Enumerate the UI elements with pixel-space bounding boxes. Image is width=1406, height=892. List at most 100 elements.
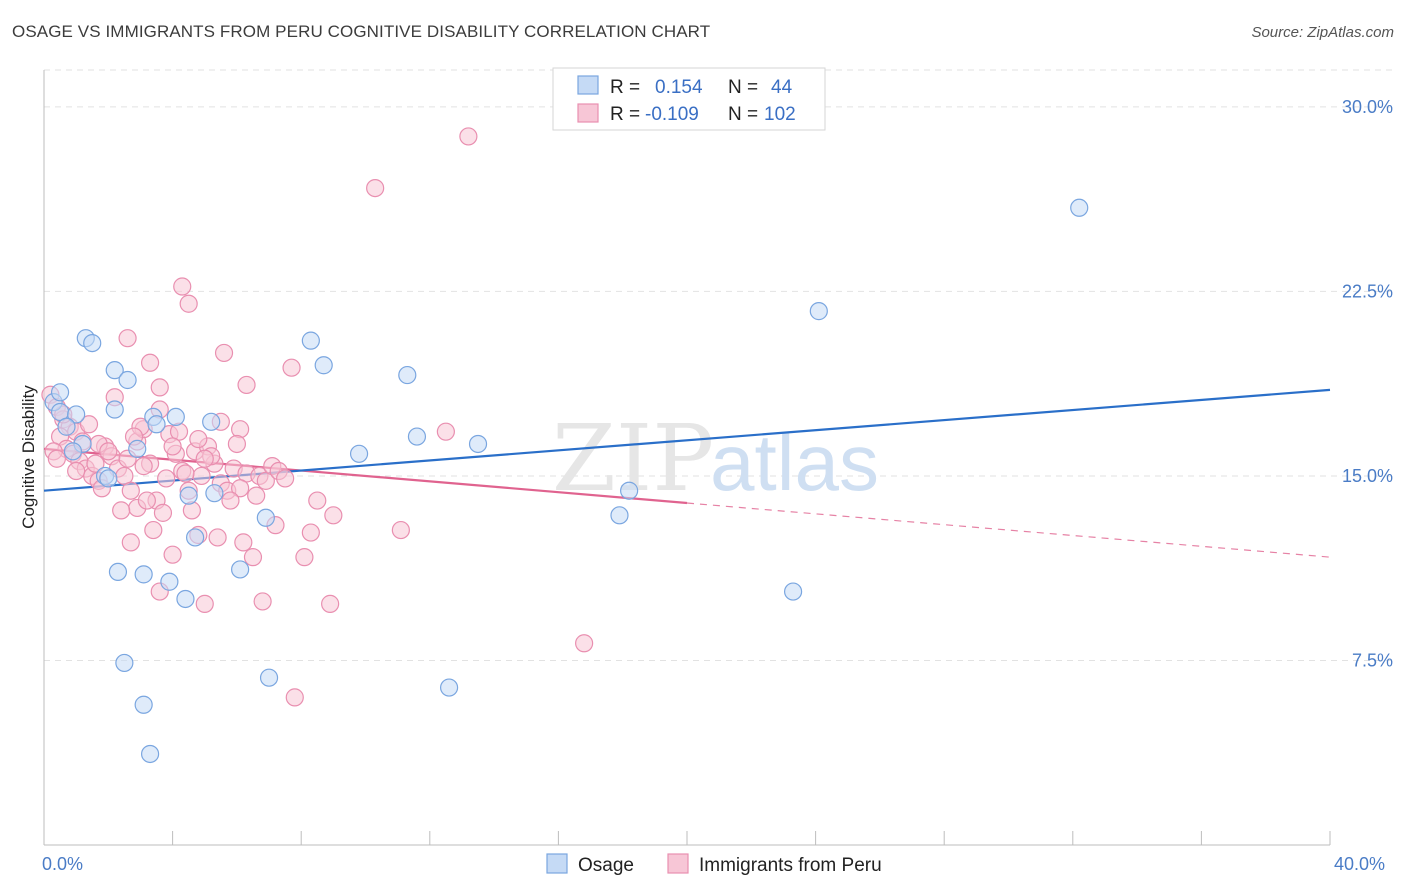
peru-point-52 bbox=[179, 294, 198, 313]
osage-point-23 bbox=[349, 444, 369, 463]
osage-point-35 bbox=[176, 589, 195, 609]
osage-point-27 bbox=[610, 506, 629, 525]
legend-n-label-peru: N = bbox=[728, 104, 758, 125]
osage-point-17 bbox=[202, 412, 221, 431]
bottom-legend-swatch-peru bbox=[667, 853, 689, 874]
legend-n-value-peru: 102 bbox=[764, 104, 796, 125]
peru-point-59 bbox=[575, 634, 594, 653]
peru-point-53 bbox=[214, 343, 234, 363]
y-tick-label-3: 30.0% bbox=[1342, 97, 1393, 117]
osage-point-20 bbox=[256, 508, 275, 527]
peru-point-43 bbox=[295, 548, 314, 567]
osage-point-14 bbox=[128, 439, 147, 458]
peru-point-61 bbox=[144, 520, 163, 540]
peru-point-76 bbox=[112, 501, 131, 520]
peru-point-99 bbox=[163, 437, 182, 456]
osage-point-41 bbox=[439, 678, 459, 697]
osage-point-26 bbox=[468, 434, 488, 454]
peru-point-60 bbox=[121, 533, 140, 552]
osage-point-40 bbox=[259, 668, 279, 687]
osage-point-21 bbox=[301, 331, 320, 350]
osage-point-29 bbox=[783, 582, 803, 601]
chart-title: OSAGE VS IMMIGRANTS FROM PERU COGNITIVE … bbox=[12, 22, 711, 41]
peru-point-93 bbox=[221, 491, 240, 510]
legend: R = 0.154 N = 44 R = -0.109 N = 102 bbox=[552, 67, 826, 131]
y-tick-label-1: 15.0% bbox=[1342, 466, 1393, 486]
osage-point-42 bbox=[50, 383, 70, 402]
osage-point-9 bbox=[118, 370, 137, 390]
osage-point-34 bbox=[160, 572, 179, 591]
osage-point-38 bbox=[134, 695, 153, 714]
osage-point-37 bbox=[115, 653, 134, 673]
series-peru-points bbox=[41, 127, 594, 707]
x-tick-label-min: 0.0% bbox=[42, 854, 83, 874]
peru-point-92 bbox=[176, 464, 195, 483]
peru-point-71 bbox=[137, 491, 156, 510]
peru-point-101 bbox=[227, 434, 246, 454]
osage-point-16 bbox=[179, 486, 198, 505]
y-tick-labels: 7.5% 15.0% 22.5% 30.0% bbox=[1342, 97, 1393, 671]
peru-point-49 bbox=[140, 353, 160, 372]
osage-point-39 bbox=[140, 744, 160, 764]
y-tick-label-2: 22.5% bbox=[1342, 281, 1393, 301]
peru-point-41 bbox=[276, 469, 295, 488]
peru-point-90 bbox=[99, 442, 118, 461]
peru-point-94 bbox=[247, 486, 266, 505]
y-axis-label: Cognitive Disability bbox=[19, 385, 38, 529]
bottom-legend-label-osage: Osage bbox=[578, 855, 634, 876]
peru-point-91 bbox=[134, 457, 153, 476]
osage-point-12 bbox=[147, 415, 166, 434]
osage-point-7 bbox=[83, 333, 102, 353]
peru-point-89 bbox=[67, 461, 86, 481]
peru-point-54 bbox=[237, 375, 256, 395]
peru-point-97 bbox=[86, 454, 105, 473]
peru-point-84 bbox=[189, 429, 208, 449]
peru-point-55 bbox=[391, 520, 410, 540]
osage-point-36 bbox=[186, 528, 205, 547]
osage-point-2 bbox=[67, 405, 86, 424]
x-tick-label-max: 40.0% bbox=[1334, 854, 1385, 874]
y-tick-label-0: 7.5% bbox=[1352, 650, 1393, 670]
peru-point-51 bbox=[173, 277, 192, 296]
chart-source: Source: ZipAtlas.com bbox=[1251, 24, 1394, 41]
peru-point-56 bbox=[436, 422, 455, 441]
peru-point-67 bbox=[253, 592, 272, 611]
peru-point-42 bbox=[282, 358, 301, 377]
osage-point-43 bbox=[99, 469, 118, 488]
legend-r-label-peru: R = bbox=[610, 104, 640, 125]
peru-point-65 bbox=[208, 528, 227, 547]
osage-point-24 bbox=[398, 365, 417, 385]
osage-point-30 bbox=[809, 302, 828, 321]
peru-point-75 bbox=[157, 469, 176, 488]
legend-n-label-osage: N = bbox=[728, 77, 758, 98]
peru-point-48 bbox=[118, 329, 137, 348]
peru-point-69 bbox=[163, 545, 182, 564]
peru-point-45 bbox=[308, 491, 327, 510]
peru-point-22 bbox=[153, 503, 173, 522]
osage-point-25 bbox=[407, 427, 427, 446]
bottom-legend-swatch-osage bbox=[546, 853, 568, 874]
bottom-legend-label-peru: Immigrants from Peru bbox=[699, 855, 882, 876]
peru-point-28 bbox=[192, 466, 211, 486]
peru-point-17 bbox=[121, 481, 140, 500]
legend-swatch-peru bbox=[577, 103, 599, 123]
osage-point-31 bbox=[1070, 198, 1089, 217]
peru-point-66 bbox=[234, 533, 253, 552]
osage-point-28 bbox=[620, 481, 639, 500]
peru-point-44 bbox=[301, 523, 320, 542]
peru-point-57 bbox=[459, 127, 478, 146]
peru-point-46 bbox=[324, 506, 343, 525]
peru-point-64 bbox=[195, 594, 214, 613]
osage-point-5 bbox=[63, 442, 83, 461]
osage-point-15 bbox=[166, 407, 185, 427]
legend-swatch-osage bbox=[577, 75, 599, 95]
peru-point-47 bbox=[321, 594, 340, 613]
osage-point-22 bbox=[314, 356, 333, 375]
peru-point-36 bbox=[243, 548, 263, 567]
peru-point-79 bbox=[79, 415, 99, 434]
peru-point-100 bbox=[195, 449, 214, 468]
osage-point-18 bbox=[205, 484, 224, 503]
legend-r-value-peru: -0.109 bbox=[645, 104, 699, 125]
x-ticks bbox=[172, 831, 1331, 845]
